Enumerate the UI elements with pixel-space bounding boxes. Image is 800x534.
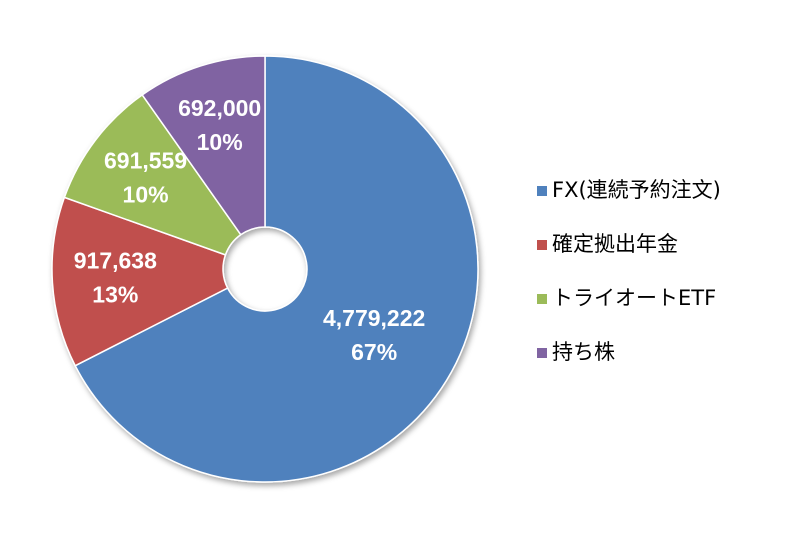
value-label: 917,638 — [74, 248, 157, 274]
legend-label: 確定拠出年金 — [552, 232, 678, 256]
data-labels: 4,779,222 67% 917,638 13% 691,559 10% 692,000 1… — [74, 95, 426, 365]
legend-label: FX(連続予約注文) — [552, 178, 721, 202]
legend-marker — [537, 294, 547, 304]
slice — [141, 55, 266, 236]
legend-marker — [537, 348, 547, 358]
slice — [51, 196, 229, 367]
slice — [63, 93, 242, 256]
share-label: 67% — [351, 339, 397, 365]
donut — [51, 55, 479, 483]
legend-marker — [537, 240, 547, 250]
legend-label: 持ち株 — [552, 340, 615, 364]
legend-label: トライオートETF — [552, 286, 716, 310]
share-label: 13% — [92, 282, 138, 308]
share-label: 10% — [123, 181, 169, 207]
value-label: 4,779,222 — [323, 305, 425, 331]
value-label: 691,559 — [104, 147, 187, 173]
share-label: 10% — [197, 129, 243, 155]
value-label: 692,000 — [178, 95, 261, 121]
slice — [74, 55, 479, 483]
legend-marker — [537, 186, 547, 196]
